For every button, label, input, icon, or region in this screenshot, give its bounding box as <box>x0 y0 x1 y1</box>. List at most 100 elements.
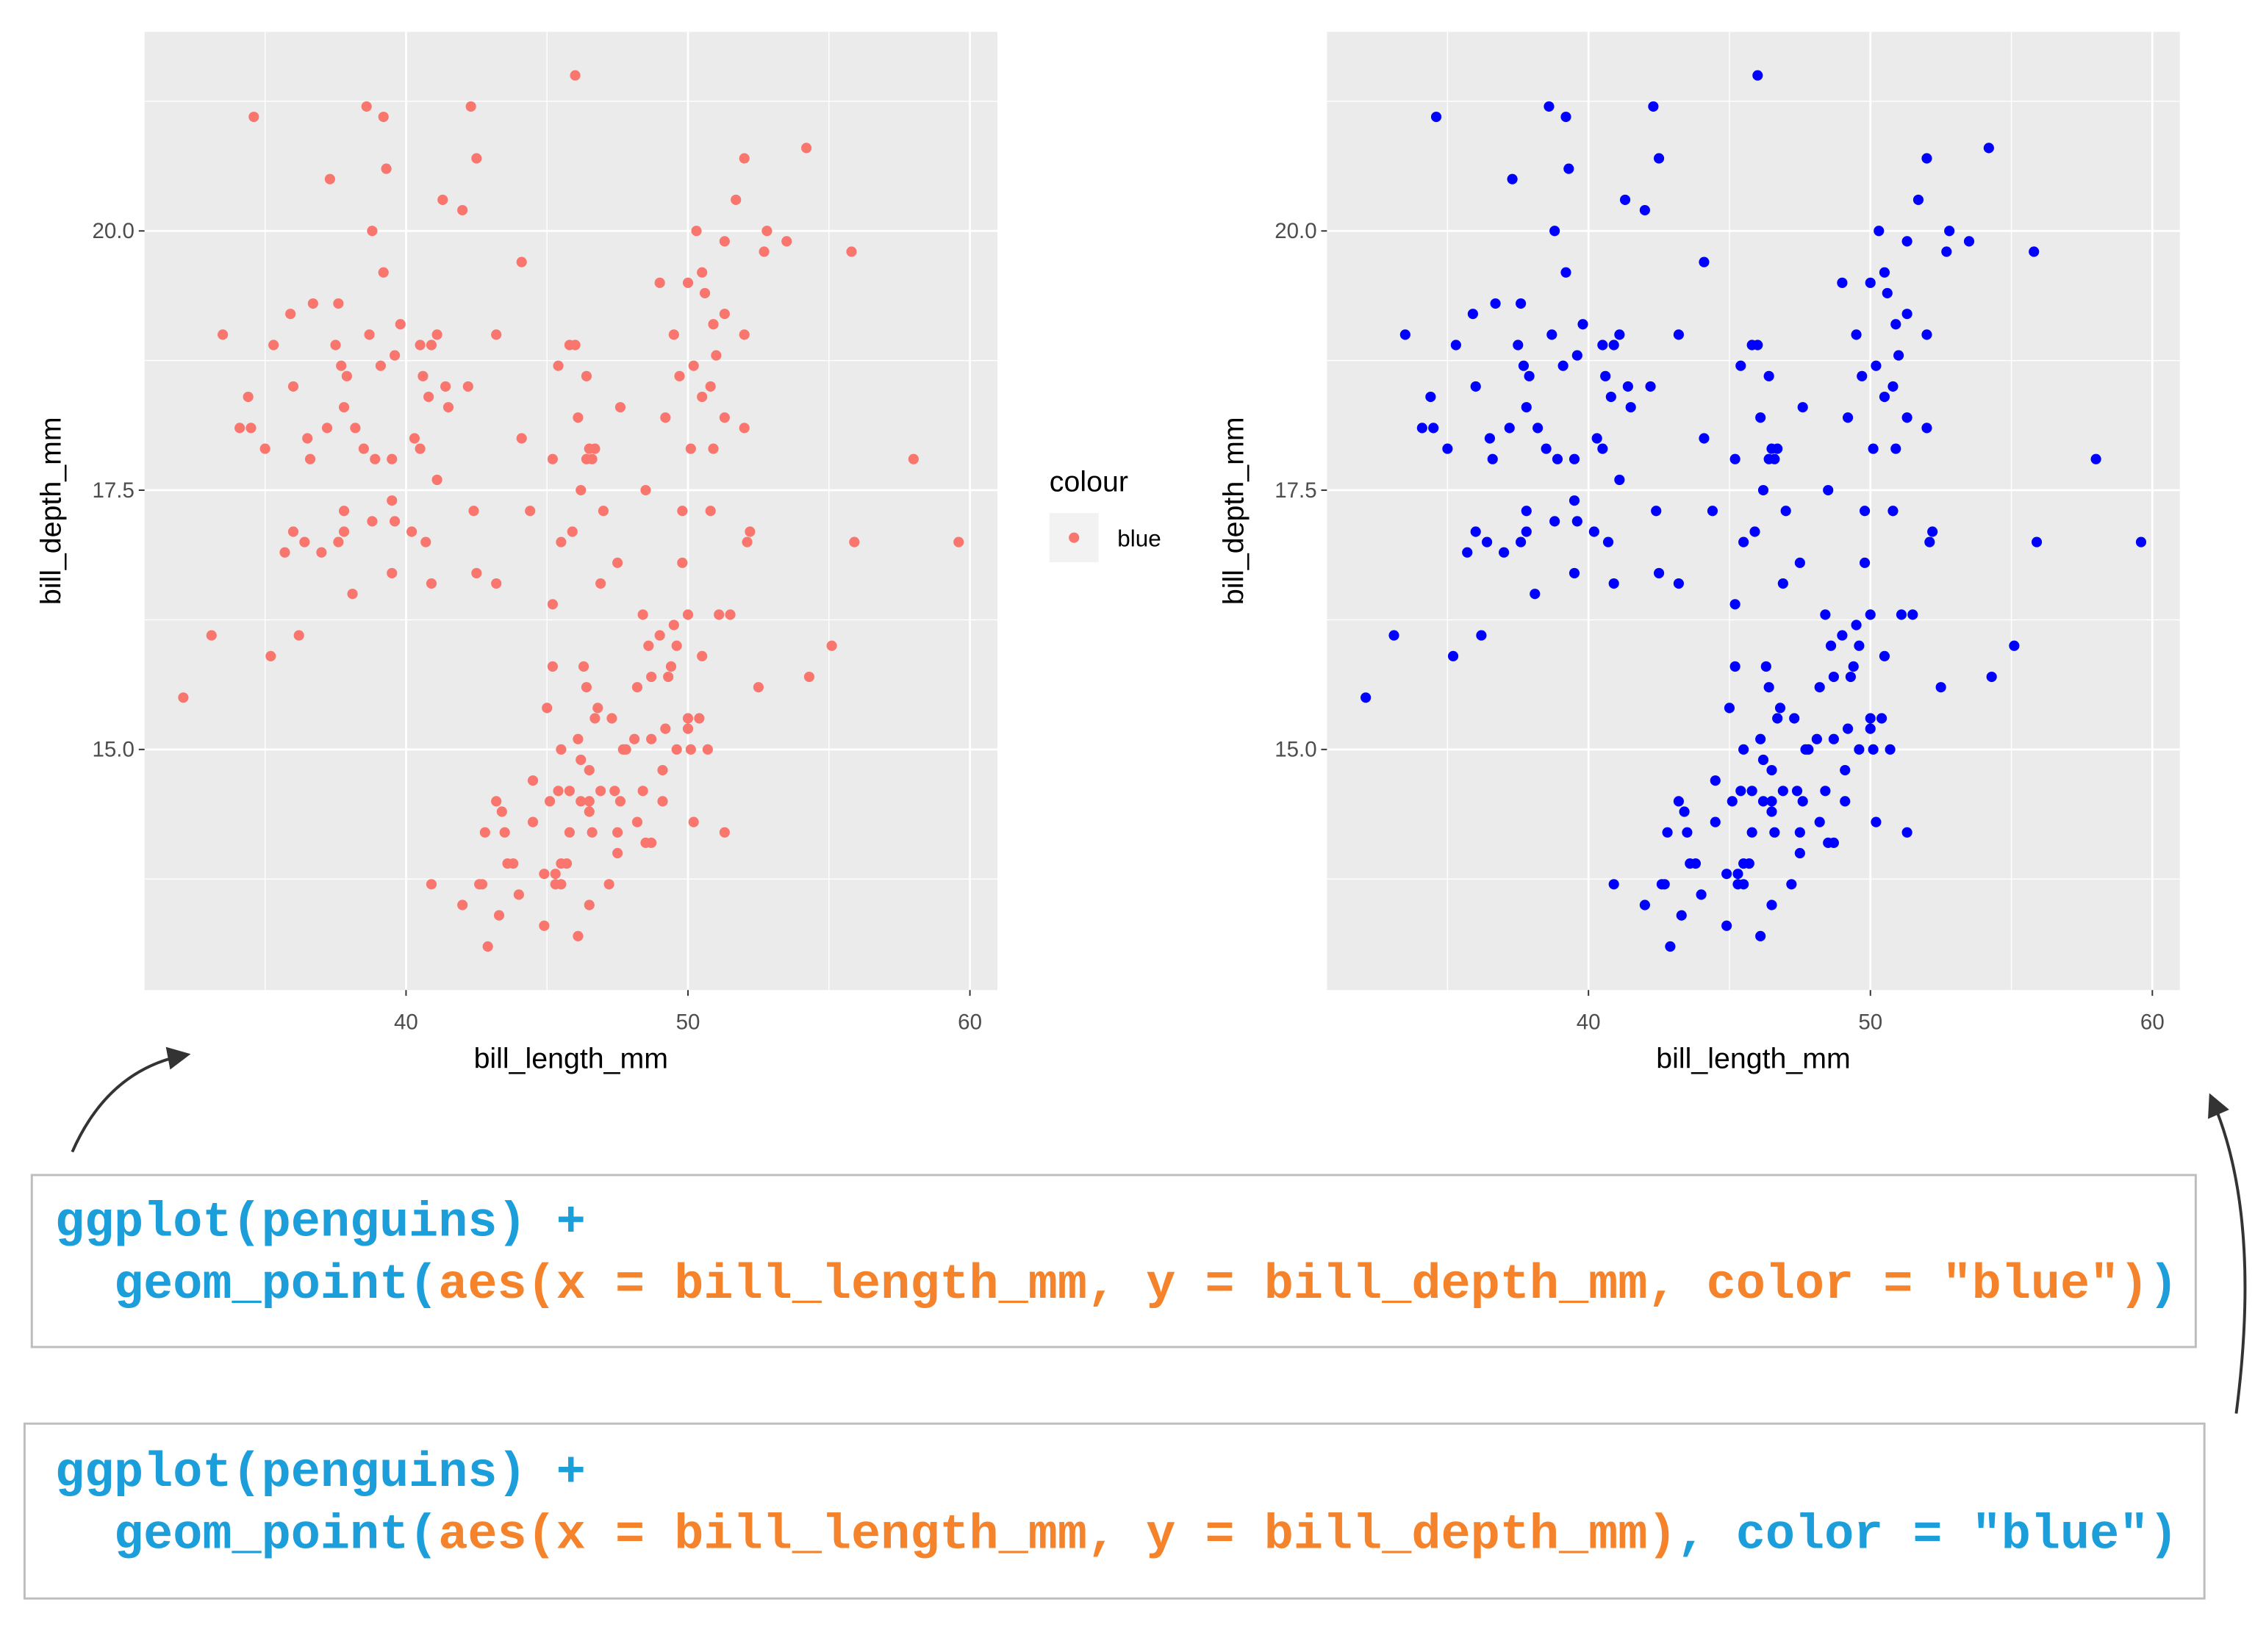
point <box>1749 526 1760 537</box>
point <box>584 796 595 807</box>
point <box>1874 226 1885 237</box>
x-tick-label: 50 <box>676 1010 700 1034</box>
point <box>1699 433 1710 444</box>
point <box>1614 329 1625 340</box>
point <box>1901 412 1912 423</box>
point <box>1814 682 1825 693</box>
point <box>609 786 620 797</box>
point <box>1549 226 1560 237</box>
point <box>468 506 479 517</box>
point <box>657 764 668 776</box>
point <box>1425 391 1436 403</box>
code-line: geom_point(aes(x = bill_length_mm, y = b… <box>55 1257 2179 1313</box>
y-tick-label: 17.5 <box>92 478 134 503</box>
point <box>1901 309 1912 320</box>
point <box>1797 402 1808 413</box>
point <box>1837 277 1848 288</box>
point <box>341 370 352 381</box>
point <box>1430 111 1442 123</box>
point <box>688 360 699 371</box>
code-token: geom_point( <box>55 1507 439 1563</box>
point <box>1484 433 1495 444</box>
legend-swatch <box>1069 532 1080 543</box>
point <box>570 70 581 81</box>
point <box>1879 267 1890 278</box>
point <box>527 816 539 827</box>
point <box>542 703 553 714</box>
point <box>595 786 606 797</box>
point <box>1710 816 1721 827</box>
point <box>1868 443 1879 454</box>
point <box>367 516 378 527</box>
point <box>694 713 705 724</box>
point <box>576 796 587 807</box>
point <box>1763 453 1774 464</box>
point <box>584 899 595 911</box>
point <box>330 340 341 351</box>
point <box>218 329 229 340</box>
point <box>643 640 654 651</box>
point <box>671 744 682 755</box>
point <box>1763 370 1774 381</box>
point <box>1569 567 1580 579</box>
point <box>581 682 592 693</box>
point <box>1651 506 1662 517</box>
point <box>1724 703 1735 714</box>
point <box>1679 806 1690 817</box>
point <box>462 381 473 392</box>
y-tick-label: 17.5 <box>1275 478 1316 503</box>
point <box>395 319 406 330</box>
point <box>420 536 431 547</box>
point <box>1746 786 1757 797</box>
point <box>1524 370 1535 381</box>
point <box>761 226 772 237</box>
x-tick-label: 60 <box>958 1010 982 1034</box>
point <box>367 226 378 237</box>
point <box>1757 796 1769 807</box>
point <box>1518 360 1530 371</box>
point <box>1763 682 1774 693</box>
point <box>516 256 527 267</box>
point <box>1727 796 1738 807</box>
point <box>1729 599 1740 610</box>
point <box>1673 578 1684 589</box>
point <box>668 620 679 631</box>
point <box>1885 744 1896 755</box>
point <box>299 536 310 547</box>
point <box>665 661 677 672</box>
point <box>1476 630 1487 641</box>
point <box>677 506 688 517</box>
point <box>576 484 587 496</box>
point <box>1490 298 1501 309</box>
point <box>1571 350 1582 361</box>
point <box>617 744 628 755</box>
point <box>1794 847 1805 859</box>
point <box>234 423 245 434</box>
point <box>336 360 347 371</box>
x-tick-label: 60 <box>2140 1010 2165 1034</box>
point <box>1600 370 1611 381</box>
point <box>1865 609 1876 620</box>
legend-title: colour <box>1050 466 1128 498</box>
point <box>471 567 482 579</box>
point <box>1360 692 1372 703</box>
point <box>1921 423 1932 434</box>
point <box>409 433 420 444</box>
point <box>539 920 550 931</box>
point <box>338 526 350 537</box>
point <box>1591 433 1602 444</box>
point <box>1752 340 1763 351</box>
point <box>1597 443 1608 454</box>
point <box>576 754 587 766</box>
point <box>550 879 561 890</box>
x-axis-title: bill_length_mm <box>1656 1042 1851 1074</box>
point <box>640 837 651 848</box>
point <box>338 402 350 413</box>
point <box>1890 443 1901 454</box>
point <box>1760 661 1771 672</box>
point <box>350 423 361 434</box>
point <box>637 609 648 620</box>
point <box>426 578 437 589</box>
point <box>426 340 437 351</box>
